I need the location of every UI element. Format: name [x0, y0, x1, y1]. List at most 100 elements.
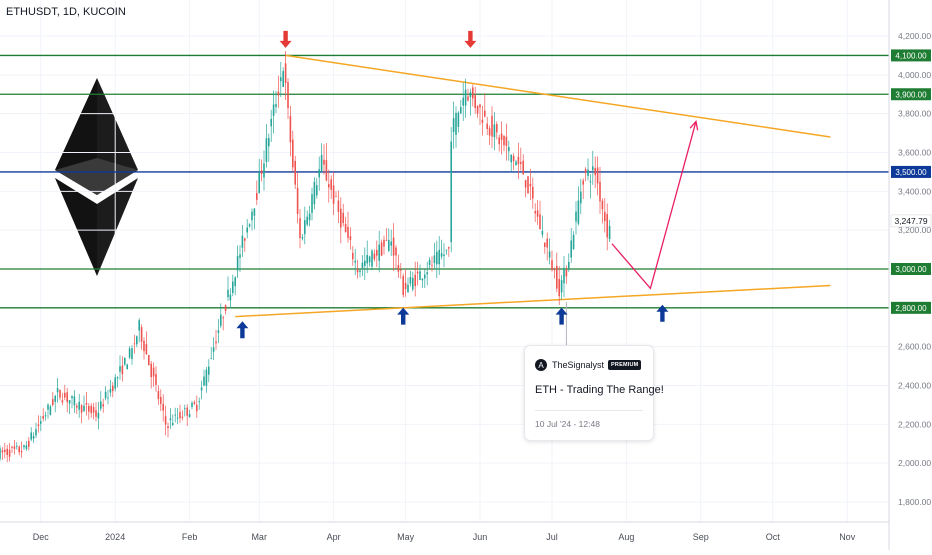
candle-body [589, 181, 592, 183]
candle-body [148, 354, 150, 366]
candle-body [71, 395, 73, 399]
candle-body [529, 183, 532, 187]
candle-body [59, 389, 61, 398]
candle-body [167, 426, 169, 429]
candle-body [258, 172, 260, 194]
candle-body [52, 398, 54, 405]
candle-body [534, 211, 536, 214]
candle-body [76, 405, 78, 408]
candle-body [551, 260, 553, 271]
card-author[interactable]: A TheSignalyst PREMIUM [535, 359, 642, 371]
card-divider [535, 410, 643, 411]
candle-body [114, 377, 116, 389]
candle-body [428, 259, 431, 265]
candle-body [472, 87, 474, 99]
candles [0, 50, 611, 463]
candle-body [320, 155, 323, 171]
candle-body [282, 71, 284, 87]
x-tick-label: Feb [182, 532, 198, 542]
candle-body [95, 410, 97, 417]
y-tick-label: 2,400.00 [898, 381, 931, 391]
candle-body [486, 123, 488, 129]
level-badge [891, 88, 931, 101]
candle-body [35, 429, 37, 436]
candle-body [191, 402, 193, 407]
candle-body [23, 445, 25, 448]
candle-body [500, 133, 503, 140]
candle-body [445, 249, 448, 251]
candle-body [354, 260, 356, 263]
candle-body [128, 348, 131, 358]
candle-body [157, 391, 160, 400]
candle-body [210, 358, 212, 359]
candle-body [299, 218, 301, 239]
time-axis[interactable]: Dec 2024 Feb Mar Apr May Jun Jul Aug Sep Oct Nov [0, 521, 889, 542]
candle-body [304, 220, 306, 235]
candle-body [306, 216, 308, 225]
candle-body [510, 154, 512, 163]
candle-body [28, 440, 30, 447]
candle-body [308, 213, 311, 221]
candle-body [119, 366, 121, 372]
candle-body [203, 376, 205, 386]
candle-body [599, 181, 601, 202]
candle-body [54, 396, 56, 402]
candle-body [440, 253, 443, 257]
candle-body [42, 415, 44, 419]
candle-body [385, 240, 388, 242]
candle-body [97, 412, 100, 419]
author-avatar[interactable]: A [535, 359, 547, 371]
candle-body [556, 265, 558, 289]
candle-body [222, 317, 224, 319]
candle-body [460, 107, 462, 114]
candle-body [488, 128, 491, 136]
candle-body [395, 247, 397, 256]
candle-body [8, 449, 11, 457]
candle-body [100, 401, 102, 409]
premium-badge: PREMIUM [608, 360, 642, 370]
candle-body [215, 341, 217, 344]
candle-body [328, 184, 330, 188]
candle-body [92, 407, 95, 413]
x-tick-label: Apr [327, 532, 341, 542]
candle-body [431, 265, 433, 266]
candle-body [40, 421, 42, 424]
candle-body [594, 168, 596, 176]
candle-body [66, 392, 68, 403]
candle-body [109, 388, 112, 393]
projection-path [611, 121, 697, 290]
candle-body [414, 274, 416, 287]
candle-body [335, 196, 337, 198]
candle-body [272, 104, 275, 116]
idea-title[interactable]: ETH - Trading The Range! [535, 384, 664, 396]
candle-body [491, 115, 493, 137]
candle-body [493, 124, 496, 138]
candle-body [244, 238, 246, 241]
candle-body [436, 251, 438, 265]
candle-body [344, 223, 347, 233]
level-badge [891, 263, 931, 275]
x-tick-label: May [397, 532, 415, 542]
candle-body [380, 242, 383, 256]
idea-card[interactable]: A TheSignalyst PREMIUM ETH - Trading The… [524, 345, 664, 441]
candle-body [349, 236, 352, 240]
price-axis[interactable]: 1,800.00 2,000.00 2,200.00 2,400.00 2,600.00… [888, 0, 931, 550]
candle-body [263, 163, 265, 178]
candle-body [236, 256, 239, 271]
candle-body [311, 194, 313, 213]
x-tick-label: Oct [766, 532, 781, 542]
author-name[interactable]: TheSignalyst [552, 360, 605, 370]
candle-body [232, 281, 234, 293]
candle-body [452, 118, 455, 133]
candle-body [404, 282, 407, 290]
candle-body [112, 385, 114, 392]
candle-body [412, 278, 414, 290]
candle-body [73, 396, 76, 406]
candle-body [268, 138, 270, 147]
candle-body [433, 255, 436, 264]
arrow-down-icon [279, 30, 292, 48]
level-badge-label: 3,900.00 [895, 90, 927, 99]
candle-body [234, 277, 236, 287]
